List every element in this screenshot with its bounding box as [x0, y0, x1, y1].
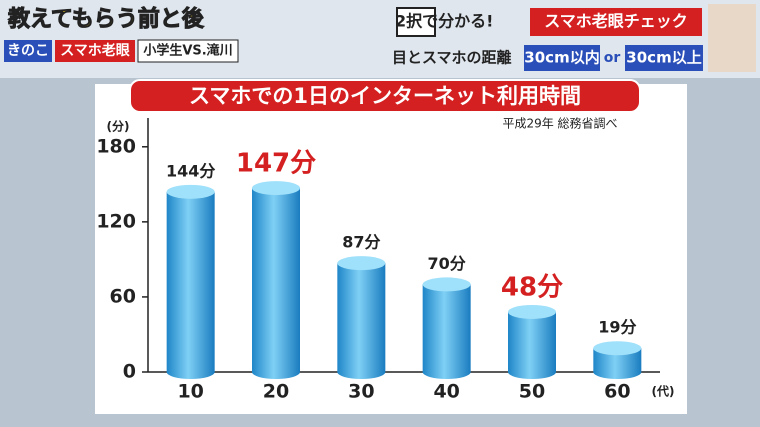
cylinder-body: [337, 263, 386, 372]
chart-title: スマホでの1日のインターネット利用時間: [189, 84, 581, 108]
x-tick-label: 20: [263, 381, 289, 403]
presenter-thumb: [708, 4, 756, 72]
quiz-title: スマホ老眼チェック: [544, 12, 688, 31]
tag-bg: [4, 40, 52, 62]
bar: [593, 341, 642, 379]
tag-bg: [55, 40, 135, 62]
bar: [166, 184, 215, 379]
x-tick-label: 60: [604, 381, 630, 403]
value-label: 70分: [428, 254, 466, 273]
cylinder-top: [508, 304, 556, 319]
x-tick-label: 50: [519, 381, 545, 403]
cylinder-base: [593, 365, 642, 379]
option-bg: [524, 45, 600, 71]
value-label: 48分: [501, 272, 563, 302]
source: 平成29年 総務省調べ: [502, 117, 617, 131]
cylinder-top: [593, 341, 642, 356]
x-tick-label: 30: [348, 381, 374, 403]
cylinder-top: [422, 277, 471, 292]
cylinder-top: [252, 181, 300, 196]
y-unit: (分): [107, 119, 130, 134]
cylinder-base: [422, 365, 471, 379]
x-unit: (代): [652, 384, 675, 399]
y-tick-label: 60: [110, 285, 136, 307]
y-tick-label: 0: [123, 361, 136, 383]
bar: [337, 256, 386, 379]
cylinder-top: [166, 184, 215, 199]
x-tick-label: 10: [177, 381, 203, 403]
bar: [422, 277, 471, 379]
cylinder-base: [337, 365, 386, 379]
quiz-title-bg: [530, 8, 702, 36]
show-title: 教えてもらう前と後: [8, 6, 205, 32]
cylinder-base: [166, 365, 215, 379]
value-label: 87分: [342, 233, 380, 252]
cylinder-body: [422, 284, 471, 372]
cylinder-body: [166, 191, 215, 372]
question: 目とスマホの距離: [392, 49, 512, 67]
bar: [252, 181, 300, 379]
x-tick-label: 40: [433, 381, 459, 403]
tag: 小学生VS.滝川: [143, 43, 232, 59]
bar: [508, 304, 556, 379]
cylinder-top: [337, 256, 386, 271]
tag: スマホ老眼: [60, 42, 130, 59]
cylinder-body: [252, 188, 300, 372]
option-bg: [625, 45, 703, 71]
or: or: [604, 50, 621, 66]
value-label: 19分: [598, 318, 636, 337]
cylinder-body: [508, 311, 556, 372]
value-label: 147分: [236, 149, 316, 179]
title-banner: [129, 79, 641, 113]
quiz-box: [396, 7, 436, 37]
value-label: 144分: [166, 161, 215, 180]
y-tick-label: 180: [96, 135, 136, 157]
option: 30cm以内: [524, 49, 599, 67]
tag-bg: [137, 39, 239, 63]
y-tick-label: 120: [96, 210, 136, 232]
quiz: 2択で分かる!: [395, 12, 493, 31]
option: 30cm以上: [626, 49, 701, 67]
tag: きのこ: [7, 43, 49, 59]
cylinder-base: [508, 365, 556, 379]
cylinder-base: [252, 365, 300, 379]
